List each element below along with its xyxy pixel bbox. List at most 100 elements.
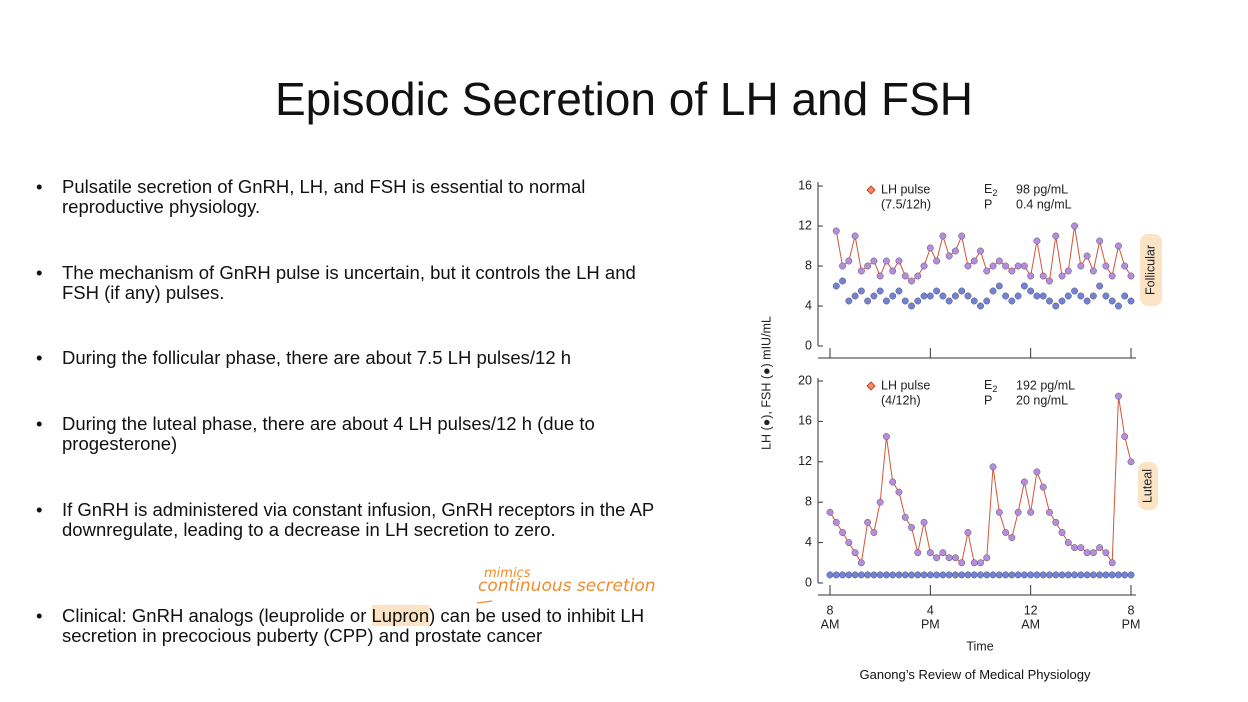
data-point (970, 559, 978, 567)
data-point (1127, 458, 1135, 466)
data-point (864, 262, 872, 270)
e2-label: E2 (984, 182, 997, 198)
data-point (989, 262, 997, 270)
data-point (989, 287, 997, 295)
data-point (995, 571, 1003, 579)
data-point (889, 267, 897, 275)
data-point (882, 571, 890, 579)
text-run: Clinical: GnRH analogs (leuprolide or (62, 605, 372, 626)
data-point (1052, 232, 1060, 240)
data-point (920, 292, 928, 300)
data-point (1096, 237, 1104, 245)
data-point (1071, 571, 1079, 579)
data-point (933, 554, 941, 562)
y-tick-label: 12 (798, 454, 812, 468)
data-point (832, 518, 840, 526)
data-point (933, 571, 941, 579)
data-point (1115, 242, 1122, 250)
data-point (1089, 267, 1097, 275)
data-point (908, 571, 915, 579)
data-point (995, 257, 1003, 265)
data-point (901, 513, 909, 521)
data-point (958, 287, 966, 295)
data-point (989, 571, 997, 579)
data-point (970, 297, 978, 305)
data-point (977, 247, 984, 255)
data-point (1046, 277, 1053, 285)
y-tick-label: 4 (805, 535, 812, 549)
data-point (983, 554, 991, 562)
data-point (1014, 262, 1022, 270)
data-point (945, 252, 953, 260)
data-point (826, 571, 834, 579)
bullet: • If GnRH is administered via constant in… (36, 500, 676, 540)
data-point (1014, 508, 1022, 516)
y-tick-label: 8 (805, 494, 812, 508)
data-point (832, 282, 840, 290)
data-point (895, 257, 903, 265)
data-point (901, 297, 909, 305)
data-point (926, 571, 934, 579)
data-point (914, 549, 922, 557)
data-point (901, 571, 909, 579)
data-point (839, 571, 846, 579)
data-point (1127, 297, 1135, 305)
data-point (864, 571, 872, 579)
data-point (1027, 272, 1035, 280)
data-point (895, 571, 903, 579)
data-point (1002, 529, 1010, 536)
data-point (1039, 272, 1047, 280)
data-point (889, 478, 897, 486)
text-run: ) can be used to inhibit LH secretion in… (62, 605, 645, 646)
data-point (995, 508, 1003, 516)
x-tick-sublabel: AM (821, 617, 840, 631)
data-point (864, 297, 872, 305)
handwritten-note: mimics (484, 566, 531, 581)
bullet: • During the follicular phase, there are … (36, 348, 676, 368)
data-point (926, 549, 934, 557)
bullet: • The mechanism of GnRH pulse is uncertai… (36, 263, 676, 303)
data-point (1115, 302, 1122, 310)
note-stroke (476, 600, 493, 604)
data-point (977, 571, 984, 579)
data-point (1071, 222, 1079, 230)
data-point (1046, 571, 1053, 579)
data-point (1077, 571, 1085, 579)
bullet-text: If GnRH is administered via constant inf… (62, 499, 654, 540)
data-point (870, 292, 878, 300)
data-point (857, 559, 865, 567)
x-tick-label: 8 (827, 603, 834, 617)
data-point (914, 571, 922, 579)
data-point (1064, 571, 1072, 579)
data-point (1020, 571, 1028, 579)
x-tick-sublabel: PM (1122, 617, 1141, 631)
data-point (1102, 292, 1110, 300)
figure-caption: Ganong’s Review of Medical Physiology (859, 667, 1091, 682)
e2-value: 192 pg/mL (1016, 378, 1075, 392)
data-point (1102, 549, 1110, 557)
data-point (1014, 292, 1022, 300)
pulse-marker (866, 185, 876, 195)
data-point (876, 272, 884, 280)
data-point (945, 571, 953, 579)
x-tick-label: 4 (927, 603, 934, 617)
data-point (945, 554, 953, 562)
data-point (958, 571, 966, 579)
data-point (1058, 571, 1066, 579)
data-point (1008, 571, 1016, 579)
data-point (983, 571, 991, 579)
p-value: 20 ng/mL (1016, 393, 1068, 407)
data-point (951, 571, 959, 579)
pulse-marker (866, 381, 876, 391)
data-point (882, 297, 890, 305)
data-point (908, 302, 915, 310)
data-point (876, 498, 884, 506)
bullet-text: Pulsatile secretion of GnRH, LH, and FSH… (62, 176, 586, 217)
phase-highlight (1138, 462, 1158, 510)
data-point (1058, 297, 1066, 305)
data-point (1071, 287, 1079, 295)
data-point (1058, 272, 1066, 280)
p-value: 0.4 ng/mL (1016, 197, 1072, 211)
e2-subscript: 2 (992, 384, 997, 394)
data-point (845, 297, 853, 305)
